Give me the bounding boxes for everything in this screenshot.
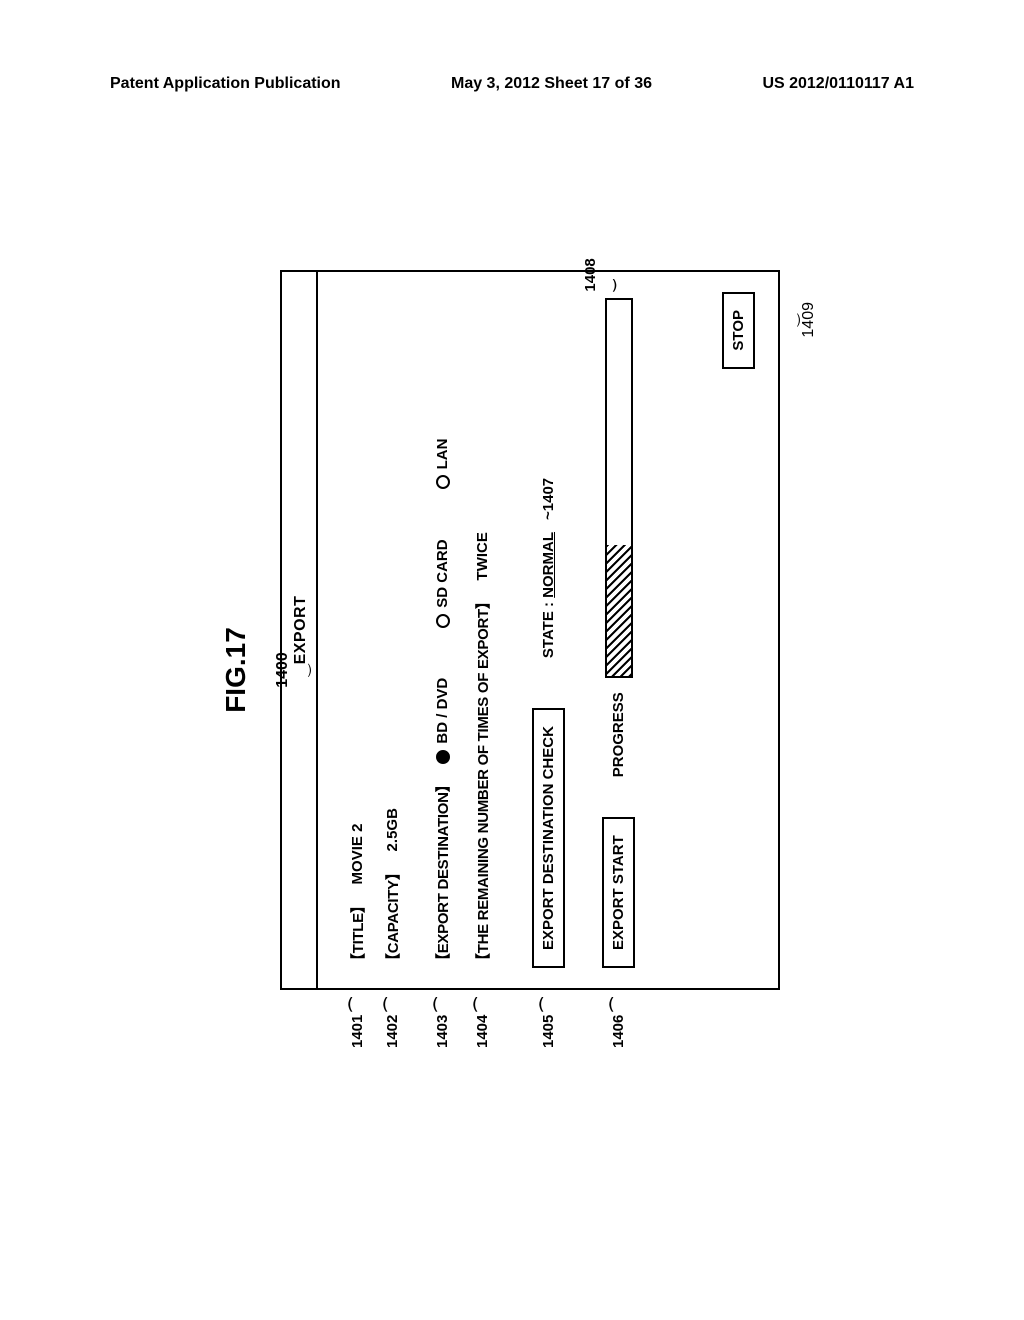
dialog-callout-wrap: 1400 ⏝ EXPORT 1401 ⏜ 【TITLE】 MOVIE 2 xyxy=(280,270,780,1070)
radio-lan[interactable]: LAN xyxy=(434,439,451,490)
row-export-destination: 1403 ⏜ 【EXPORT DESTINATION】 BD / DVD SD … xyxy=(432,439,453,968)
radio-bd-dvd[interactable]: BD / DVD xyxy=(434,678,451,764)
radio-icon xyxy=(436,750,450,764)
callout-1403: 1403 ⏜ xyxy=(434,994,451,1048)
progress-bar xyxy=(605,298,633,678)
progress-label: PROGRESS xyxy=(610,692,627,777)
callout-1406: 1406 ⏜ xyxy=(610,994,627,1048)
export-start-button[interactable]: EXPORT START xyxy=(602,817,635,968)
header-center: May 3, 2012 Sheet 17 of 36 xyxy=(451,75,652,93)
radio-icon xyxy=(436,614,450,628)
callout-1408: 1408 ⏝ xyxy=(582,258,616,291)
figure-container: FIG.17 1400 ⏝ EXPORT 1401 ⏜ 【TITLE】 MOVI… xyxy=(220,270,780,1070)
header-right: US 2012/0110117 A1 xyxy=(762,75,914,93)
row-check: 1405 ⏜ EXPORT DESTINATION CHECK STATE : … xyxy=(532,478,565,968)
callout-1409: ⏝ 1409 xyxy=(783,302,818,338)
row-remaining: 1404 ⏜ 【THE REMAINING NUMBER OF TIMES OF… xyxy=(472,532,493,968)
figure-label: FIG.17 xyxy=(220,270,252,1070)
capacity-label: 【CAPACITY】 xyxy=(382,865,403,968)
radio-icon xyxy=(436,475,450,489)
callout-1404: 1404 ⏜ xyxy=(474,994,491,1048)
dialog-title: EXPORT xyxy=(292,292,310,968)
state-value: NORMAL xyxy=(540,532,557,598)
header-left: Patent Application Publication xyxy=(110,75,341,93)
row-capacity: 1402 ⏜ 【CAPACITY】 2.5GB xyxy=(382,808,403,968)
row-title: 1401 ⏜ 【TITLE】 MOVIE 2 xyxy=(347,824,368,968)
export-dest-check-button[interactable]: EXPORT DESTINATION CHECK xyxy=(532,708,565,968)
export-dialog: EXPORT 1401 ⏜ 【TITLE】 MOVIE 2 1402 xyxy=(280,270,780,990)
radio-sd-card[interactable]: SD CARD xyxy=(434,539,451,627)
page-header: Patent Application Publication May 3, 20… xyxy=(0,75,1024,93)
callout-1401: 1401 ⏜ xyxy=(349,994,366,1048)
title-label: 【TITLE】 xyxy=(347,898,368,968)
callout-1402: 1402 ⏜ xyxy=(384,994,401,1048)
stop-button[interactable]: STOP xyxy=(722,292,755,369)
title-value: MOVIE 2 xyxy=(349,824,366,885)
remaining-label: 【THE REMAINING NUMBER OF TIMES OF EXPORT… xyxy=(472,594,493,968)
row-start: 1406 ⏜ EXPORT START PROGRESS xyxy=(602,298,635,968)
capacity-value: 2.5GB xyxy=(384,808,401,851)
export-dest-radios: BD / DVD SD CARD LAN xyxy=(434,439,451,764)
dialog-divider xyxy=(316,272,318,988)
callout-1407: ~1407 xyxy=(540,478,557,520)
progress-fill xyxy=(607,545,631,677)
callout-1405: 1405 ⏜ xyxy=(540,994,557,1048)
state-label: STATE : NORMAL xyxy=(540,532,557,658)
export-dest-label: 【EXPORT DESTINATION】 xyxy=(432,778,453,968)
remaining-value: TWICE xyxy=(474,532,491,580)
